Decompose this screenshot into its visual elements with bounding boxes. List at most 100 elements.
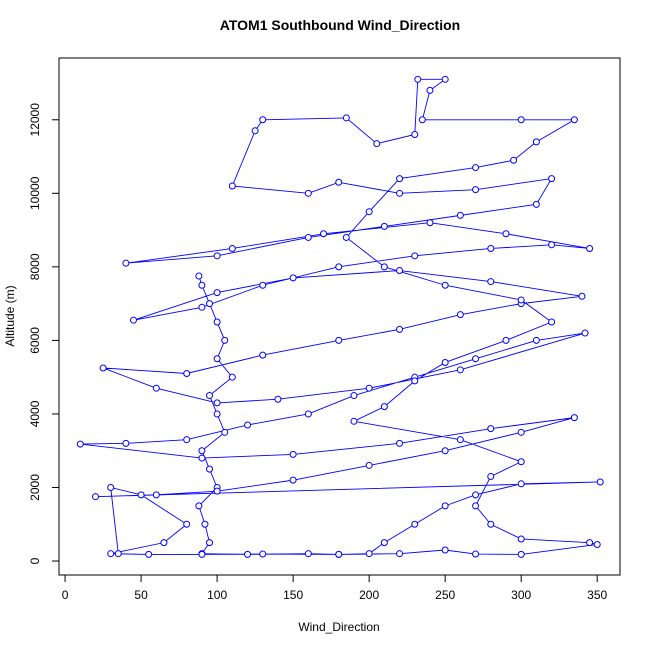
- point: [426, 219, 434, 227]
- point: [456, 366, 464, 374]
- point: [487, 244, 495, 252]
- x-tick-label: 200: [359, 588, 379, 602]
- point: [517, 428, 525, 436]
- point: [581, 329, 589, 337]
- point: [335, 178, 343, 186]
- point: [259, 281, 267, 289]
- point: [441, 281, 449, 289]
- point: [586, 539, 594, 547]
- point: [213, 252, 221, 260]
- point: [365, 384, 373, 392]
- point: [396, 175, 404, 183]
- point: [335, 336, 343, 344]
- point: [289, 450, 297, 458]
- point: [213, 410, 221, 418]
- point: [411, 252, 419, 260]
- y-tick-label: 0: [28, 557, 42, 564]
- series-line: [80, 78, 601, 555]
- point: [228, 182, 236, 190]
- point: [373, 140, 381, 148]
- point: [502, 336, 510, 344]
- point: [517, 116, 525, 124]
- point: [548, 318, 556, 326]
- point: [532, 336, 540, 344]
- point: [107, 550, 115, 558]
- point: [228, 244, 236, 252]
- point: [259, 550, 267, 558]
- point: [152, 491, 160, 499]
- point: [472, 355, 480, 363]
- point: [441, 546, 449, 554]
- y-tick-label: 2000: [28, 474, 42, 501]
- point: [221, 336, 229, 344]
- point: [213, 487, 221, 495]
- x-axis-label: Wind_Direction: [298, 620, 379, 634]
- y-tick-label: 6000: [28, 327, 42, 354]
- point: [198, 447, 206, 455]
- point: [198, 303, 206, 311]
- point: [213, 289, 221, 297]
- point: [122, 439, 130, 447]
- point: [206, 539, 214, 547]
- point: [91, 493, 99, 501]
- point: [487, 425, 495, 433]
- point: [548, 175, 556, 183]
- point: [107, 483, 115, 491]
- chart-title: ATOM1 Southbound Wind_Direction: [220, 17, 460, 33]
- point: [304, 189, 312, 197]
- point: [350, 417, 358, 425]
- point: [380, 222, 388, 230]
- point: [335, 550, 343, 558]
- point: [342, 233, 350, 241]
- point: [195, 502, 203, 510]
- y-tick-label: 10000: [28, 176, 42, 210]
- point: [244, 421, 252, 429]
- point: [426, 86, 434, 94]
- point: [441, 358, 449, 366]
- point: [201, 520, 209, 528]
- point: [365, 550, 373, 558]
- point: [195, 272, 203, 280]
- point: [304, 233, 312, 241]
- point: [396, 189, 404, 197]
- point: [145, 550, 153, 558]
- point: [335, 263, 343, 271]
- point: [129, 316, 137, 324]
- point: [396, 325, 404, 333]
- point: [441, 75, 449, 83]
- point: [152, 384, 160, 392]
- point: [548, 241, 556, 249]
- point: [183, 436, 191, 444]
- point: [472, 491, 480, 499]
- point: [114, 550, 122, 558]
- point: [414, 75, 422, 83]
- x-tick-label: 100: [207, 588, 227, 602]
- point: [517, 296, 525, 304]
- point: [487, 278, 495, 286]
- point: [206, 300, 214, 308]
- point: [198, 550, 206, 558]
- point: [472, 550, 480, 558]
- point: [221, 428, 229, 436]
- point: [380, 539, 388, 547]
- point: [472, 164, 480, 172]
- point: [593, 540, 601, 548]
- point: [441, 502, 449, 510]
- point: [517, 480, 525, 488]
- point: [456, 211, 464, 219]
- point: [532, 138, 540, 146]
- point: [456, 311, 464, 319]
- point: [411, 377, 419, 385]
- point: [517, 550, 525, 558]
- point: [596, 478, 604, 486]
- point: [213, 355, 221, 363]
- point: [160, 539, 168, 547]
- point: [320, 230, 328, 238]
- x-tick-label: 150: [283, 588, 303, 602]
- point: [206, 392, 214, 400]
- y-tick-label: 4000: [28, 400, 42, 427]
- point: [510, 156, 518, 164]
- point: [517, 458, 525, 466]
- point: [99, 364, 107, 372]
